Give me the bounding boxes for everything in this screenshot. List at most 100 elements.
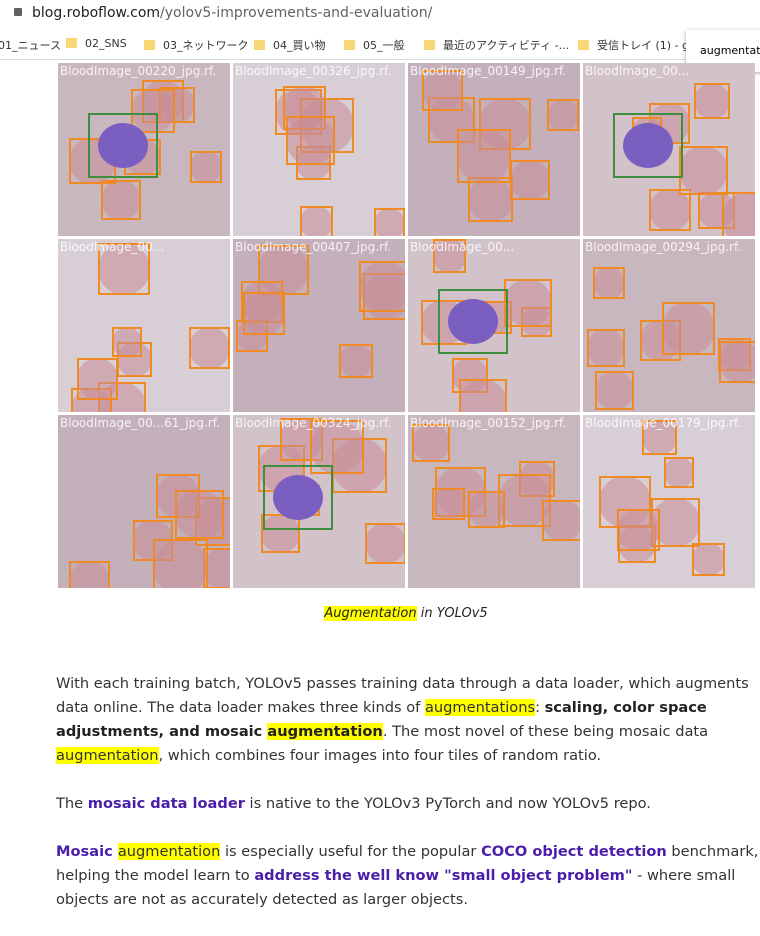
url-host: blog.roboflow.com: [32, 5, 161, 21]
bounding-box: [679, 146, 728, 195]
bounding-box: [663, 456, 695, 488]
bookmark[interactable]: 04_買い物: [254, 37, 326, 53]
tile-label: BloodImage_00...: [585, 64, 690, 78]
bounding-box: [242, 292, 285, 335]
cell: [339, 343, 373, 378]
link[interactable]: address the well know "small object prob…: [254, 867, 633, 884]
image-tile: BloodImage_00324_jpg.rf.: [233, 415, 405, 588]
cell: [546, 98, 579, 131]
bookmark[interactable]: 01_ニュース: [0, 39, 61, 52]
cell: [448, 299, 498, 344]
paragraph: With each training batch, YOLOv5 passes …: [56, 672, 760, 768]
bookmark[interactable]: 受信トレイ (1) - g: [578, 37, 689, 53]
cell: [510, 160, 551, 201]
cell: [260, 513, 301, 554]
bounding-box: [546, 98, 579, 131]
cell: [468, 176, 514, 222]
bounding-box: [456, 128, 511, 183]
bounding-box: [648, 188, 692, 232]
bounding-box: [359, 260, 405, 312]
text-run: benchmark, helping the model learn to: [56, 843, 759, 884]
image-tile: BloodImage_00179_jpg.rf.: [583, 415, 755, 588]
bookmark[interactable]: 02_SNS: [66, 37, 127, 50]
cell: [456, 128, 511, 183]
bounding-box: [468, 176, 514, 222]
image-tile: BloodImage_00407_jpg.rf.: [233, 239, 405, 412]
bounding-box: [438, 289, 508, 354]
cell: [648, 188, 692, 232]
link[interactable]: Mosaic: [56, 843, 118, 860]
paragraph: The mosaic data loader is native to the …: [56, 792, 760, 816]
cell: [412, 424, 451, 463]
bookmark[interactable]: 03_ネットワーク: [144, 37, 249, 53]
text-run: With each training batch, YOLOv5 passes …: [56, 675, 749, 716]
text-run: augmentation: [267, 723, 383, 740]
text-run: augmentations: [424, 699, 536, 716]
paragraph: Mosaic augmentation is especially useful…: [56, 840, 760, 912]
cell: [497, 474, 551, 527]
tile-label: BloodImage_00324_jpg.rf.: [235, 416, 392, 430]
lock-icon: [14, 8, 22, 16]
bounding-box: [593, 266, 626, 299]
image-tile: BloodImage_00149_jpg.rf.: [408, 63, 580, 236]
tile-label: BloodImage_00152_jpg.rf.: [410, 416, 567, 430]
cell: [97, 242, 151, 296]
bounding-box: [373, 208, 405, 236]
link[interactable]: COCO object detection: [481, 843, 667, 860]
bounding-box: [88, 113, 158, 178]
text-run: - where small objects are not as accurat…: [56, 867, 736, 908]
bounding-box: [503, 279, 552, 328]
text-run: is especially useful for the popular: [220, 843, 482, 860]
cell: [432, 239, 467, 273]
bookmark[interactable]: 最近のアクティビティ -...: [424, 37, 569, 53]
link[interactable]: mosaic data loader: [87, 795, 245, 812]
cell: [153, 539, 208, 588]
text-run: :: [535, 699, 545, 716]
image-tile: BloodImage_00152_jpg.rf.: [408, 415, 580, 588]
cell: [641, 419, 678, 456]
url[interactable]: blog.roboflow.com/yolov5-improvements-an…: [32, 5, 432, 21]
image-tile: BloodImage_00294_jpg.rf.: [583, 239, 755, 412]
cell: [593, 266, 626, 299]
bounding-box: [421, 70, 463, 112]
bounding-box: [722, 192, 755, 236]
bounding-box: [131, 89, 176, 134]
cell: [718, 340, 755, 384]
bounding-box: [613, 113, 683, 178]
cell: [623, 123, 673, 168]
cell: [175, 490, 225, 540]
bounding-box: [153, 539, 208, 588]
bounding-box: [662, 302, 715, 355]
cell: [587, 329, 626, 367]
cell: [273, 475, 323, 520]
image-tile: BloodImage_00220_jpg.rf.: [58, 63, 230, 236]
bounding-box: [175, 490, 225, 540]
cell: [468, 491, 505, 528]
bounding-box: [694, 82, 731, 119]
cell: [131, 89, 176, 134]
bookmarks-bar: 01_ニュース 02_SNS 03_ネットワーク 04_買い物 05_一般 最近のアクティ…: [0, 29, 760, 60]
cell: [100, 180, 141, 221]
bookmark[interactable]: 05_一般: [344, 37, 405, 53]
cell: [662, 302, 715, 355]
cell: [617, 509, 660, 552]
bounding-box: [310, 420, 365, 475]
text-run: . The most novel of these being mosaic d…: [382, 723, 709, 740]
cell: [98, 123, 148, 168]
tile-label: BloodImage_00...61_jpg.rf.: [60, 416, 220, 430]
bounding-box: [188, 327, 230, 369]
text-run: augmentation: [56, 747, 159, 764]
bounding-box: [76, 357, 119, 400]
cell: [76, 357, 119, 400]
bounding-box: [617, 509, 660, 552]
bounding-box: [432, 487, 465, 520]
bounding-box: [100, 180, 141, 221]
tile-label: BloodImage_00326_jpg.rf.: [235, 64, 392, 78]
bounding-box: [285, 115, 336, 165]
bounding-box: [510, 160, 551, 201]
tile-label: BloodImage_00...: [410, 240, 515, 254]
text-run: Augmentation: [324, 606, 417, 621]
bounding-box: [432, 239, 467, 273]
cell: [242, 292, 285, 335]
image-tile: BloodImage_00326_jpg.rf.: [233, 63, 405, 236]
